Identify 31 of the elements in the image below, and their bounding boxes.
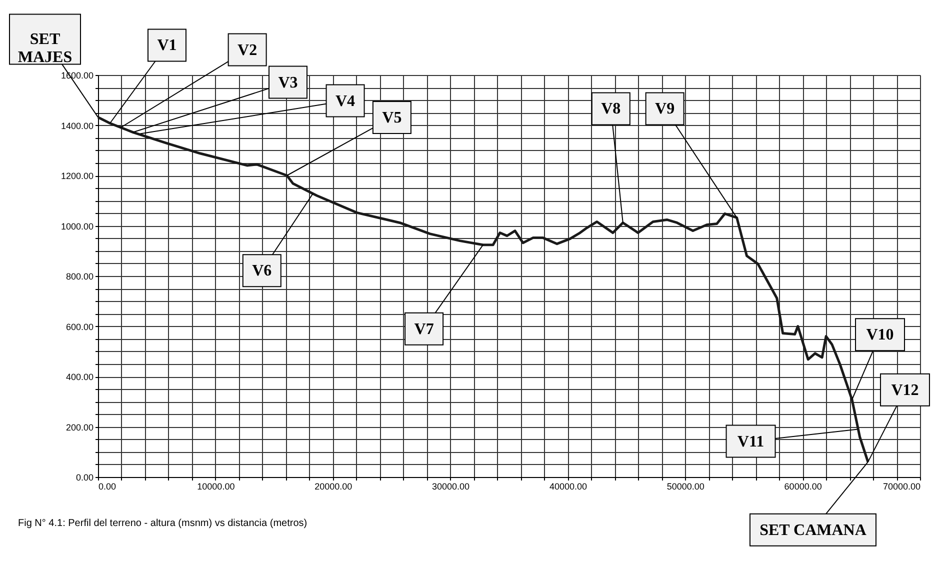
- annotation: V6: [252, 262, 272, 280]
- y-tick-label: 1400.00: [60, 120, 94, 131]
- annotation: V3: [278, 74, 298, 92]
- y-tick-label: 1200.00: [60, 171, 94, 181]
- x-tick-label: 10000.00: [197, 482, 235, 492]
- x-tick-label: 30000.00: [432, 482, 470, 492]
- x-tick-label: 70000.00: [882, 482, 920, 492]
- text: Fig N° 4.1: Perfil del terreno - altura (msnm) vs distancia (metros): [18, 518, 308, 529]
- annotation: V8: [601, 100, 621, 118]
- x-tick-label: 40000.00: [549, 482, 587, 492]
- annotation: SET MAJES: [18, 31, 72, 66]
- annotation: V7: [414, 320, 434, 338]
- y-tick-label: 600.00: [66, 322, 94, 332]
- x-tick-label: 50000.00: [666, 482, 704, 492]
- annotation: V4: [335, 92, 356, 110]
- y-tick-label: 400.00: [66, 372, 94, 382]
- annotation: V9: [655, 100, 675, 118]
- x-tick-label: 0.00: [98, 482, 116, 492]
- y-tick-label: 1000.00: [60, 221, 94, 232]
- x-tick-label: 20000.00: [314, 482, 352, 492]
- annotation: V5: [382, 110, 402, 126]
- annotation: V10: [866, 326, 894, 344]
- y-tick-label: 0.00: [76, 472, 94, 482]
- x-tick-label: 60000.00: [784, 482, 822, 492]
- annotation: V11: [737, 433, 764, 450]
- y-tick-label: 200.00: [66, 422, 94, 432]
- annotation: SET CAMANA: [760, 522, 867, 539]
- y-tick-label: 800.00: [66, 272, 94, 282]
- annotation: V2: [238, 42, 258, 59]
- annotation: V1: [157, 37, 177, 54]
- annotation: V12: [891, 382, 919, 399]
